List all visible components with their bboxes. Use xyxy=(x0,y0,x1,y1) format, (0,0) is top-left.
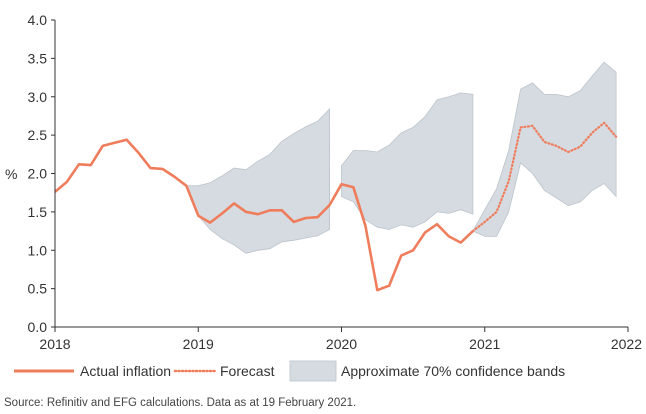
inflation-chart: 0.0 0.5 1.0 1.5 2.0 2.5 3.0 3.5 4.0 2018 2019 2020… xyxy=(5,12,642,382)
y-tick-label: 2.0 xyxy=(28,166,48,182)
confidence-band-2 xyxy=(341,92,474,230)
legend-forecast-label: Forecast xyxy=(220,363,275,379)
x-tick-label: 2020 xyxy=(326,336,357,352)
y-tick-label: 3.0 xyxy=(28,89,48,105)
y-tick-label: 0.0 xyxy=(28,319,48,335)
y-axis-label: % xyxy=(5,166,17,182)
y-ticks: 0.0 0.5 1.0 1.5 2.0 2.5 3.0 3.5 4.0 xyxy=(28,12,55,335)
source-note: Source: Refinitiv and EFG calculations. … xyxy=(4,397,357,409)
y-tick-label: 1.0 xyxy=(28,242,48,258)
legend: Actual inflation Forecast Approximate 70… xyxy=(14,360,565,382)
x-tick-label: 2019 xyxy=(183,336,214,352)
legend-band-label: Approximate 70% confidence bands xyxy=(341,363,565,379)
x-tick-label: 2021 xyxy=(469,336,500,352)
actual-inflation-line xyxy=(54,138,474,292)
series-lines xyxy=(54,121,618,292)
x-tick-label: 2022 xyxy=(611,336,642,352)
confidence-band-1 xyxy=(185,108,331,254)
forecast-line xyxy=(471,121,618,233)
confidence-bands xyxy=(185,61,617,254)
y-tick-label: 1.5 xyxy=(28,204,48,220)
y-tick-label: 0.5 xyxy=(28,281,48,297)
legend-actual-label: Actual inflation xyxy=(80,363,171,379)
legend-band-swatch xyxy=(289,360,337,382)
x-ticks: 2018 2019 2020 2021 2022 xyxy=(39,327,642,352)
y-tick-label: 3.5 xyxy=(28,50,48,66)
confidence-band-3 xyxy=(472,61,617,237)
y-tick-label: 4.0 xyxy=(28,12,48,28)
y-tick-label: 2.5 xyxy=(28,127,48,143)
x-tick-label: 2018 xyxy=(39,336,70,352)
